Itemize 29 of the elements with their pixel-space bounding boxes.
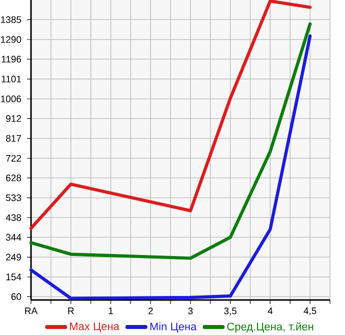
- line-series: [29, 34, 312, 300]
- y-tick-label: 628: [6, 174, 22, 182]
- x-tick-label: 2: [148, 308, 153, 314]
- x-tick-label: 4,5: [304, 308, 316, 316]
- y-tick-label: 154: [6, 274, 22, 280]
- y-tick-label: 1101: [2, 76, 21, 82]
- x-tick-label: RA: [25, 308, 38, 314]
- y-tick-label: 60: [11, 293, 22, 300]
- line-series: [29, 22, 312, 260]
- x-tick-label: 3: [188, 308, 193, 314]
- y-tick-label: 1196: [2, 56, 22, 63]
- y-tick-label: 1385: [1, 16, 22, 24]
- x-tick-label: 4: [268, 308, 273, 314]
- y-tick-label: 249: [6, 254, 22, 261]
- y-tick-label: 438: [6, 214, 22, 221]
- y-tick-label: 1290: [1, 36, 22, 43]
- y-tick-label: 912: [6, 115, 21, 122]
- y-tick-label: 344: [6, 234, 22, 241]
- x-tick-label: R: [68, 308, 74, 314]
- legend-label: Сред.Цена, т.йен: [227, 322, 314, 333]
- line-series: [29, 0, 312, 230]
- y-tick-label: 1006: [1, 96, 22, 102]
- x-tick-label: 1: [108, 308, 113, 314]
- legend-label: Max Цена: [70, 322, 120, 332]
- y-tick-label: 722: [6, 154, 21, 162]
- y-tick-label: 817: [6, 135, 21, 142]
- x-tick-label: 3,5: [224, 308, 237, 316]
- legend-label: Min Цена: [150, 322, 197, 332]
- y-tick-label: 533: [6, 194, 22, 202]
